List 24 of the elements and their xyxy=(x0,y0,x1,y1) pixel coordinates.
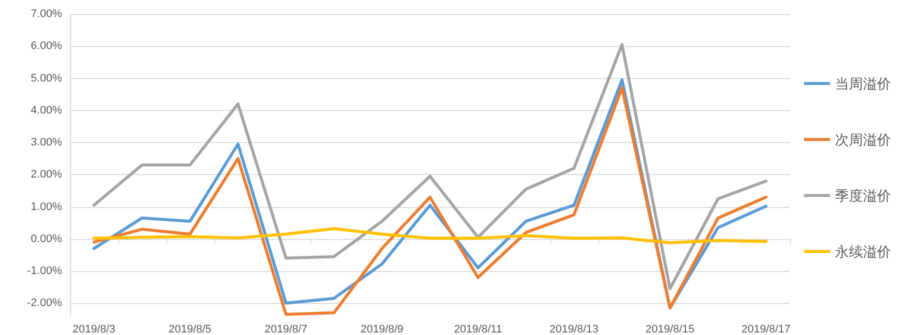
y-tick-label: 0.00% xyxy=(30,232,62,245)
legend-label: 永续溢价 xyxy=(835,244,891,260)
y-tick-label: 2.00% xyxy=(30,168,62,181)
legend-label: 次周溢价 xyxy=(835,132,891,148)
line-series xyxy=(92,227,768,244)
y-tick-label: 3.00% xyxy=(30,136,62,149)
y-tick-label: 6.00% xyxy=(30,40,62,52)
y-tick-label: -2.00% xyxy=(27,297,62,310)
legend-label: 当周溢价 xyxy=(835,76,891,92)
x-tick-label: 2019/8/5 xyxy=(168,324,212,335)
x-tick-label: 2019/8/11 xyxy=(454,324,502,335)
y-tick-label: -1.00% xyxy=(27,265,62,278)
line-series xyxy=(92,43,768,290)
y-tick-label: 1.00% xyxy=(30,200,62,213)
legend-label: 季度溢价 xyxy=(835,188,891,204)
x-tick-label: 2019/8/7 xyxy=(264,324,308,335)
x-tick-label: 2019/8/15 xyxy=(646,324,694,335)
y-tick-label: 7.00% xyxy=(30,8,62,20)
x-tick-label: 2019/8/17 xyxy=(742,324,790,335)
y-tick-label: 5.00% xyxy=(30,72,62,84)
x-tick-label: 2019/8/3 xyxy=(72,324,116,335)
x-tick-label: 2019/8/13 xyxy=(550,324,598,335)
y-tick-label: 4.00% xyxy=(30,104,62,116)
x-tick-label: 2019/8/9 xyxy=(360,324,404,335)
